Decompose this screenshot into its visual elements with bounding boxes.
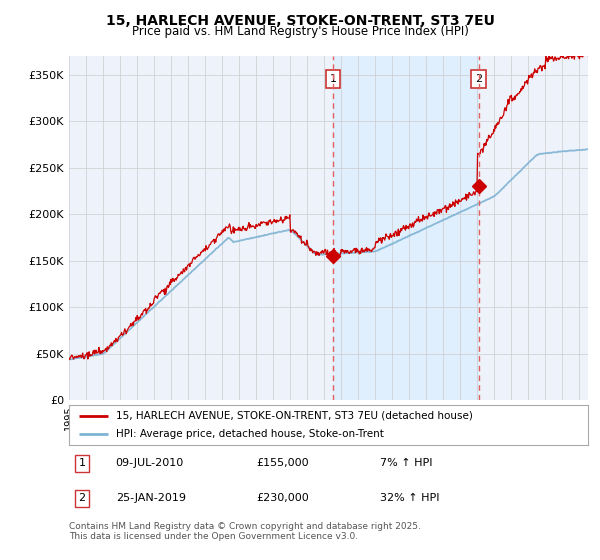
Text: 15, HARLECH AVENUE, STOKE-ON-TRENT, ST3 7EU: 15, HARLECH AVENUE, STOKE-ON-TRENT, ST3 …	[106, 14, 494, 28]
Text: 7% ↑ HPI: 7% ↑ HPI	[380, 459, 433, 468]
Text: 2: 2	[475, 74, 482, 84]
Text: 1: 1	[79, 459, 85, 468]
Text: Price paid vs. HM Land Registry's House Price Index (HPI): Price paid vs. HM Land Registry's House …	[131, 25, 469, 38]
Text: 1: 1	[329, 74, 337, 84]
Text: £230,000: £230,000	[256, 493, 308, 503]
Text: 15, HARLECH AVENUE, STOKE-ON-TRENT, ST3 7EU (detached house): 15, HARLECH AVENUE, STOKE-ON-TRENT, ST3 …	[116, 411, 473, 421]
Text: 2: 2	[79, 493, 86, 503]
Text: 09-JUL-2010: 09-JUL-2010	[116, 459, 184, 468]
Text: 32% ↑ HPI: 32% ↑ HPI	[380, 493, 440, 503]
Text: Contains HM Land Registry data © Crown copyright and database right 2025.
This d: Contains HM Land Registry data © Crown c…	[69, 522, 421, 542]
Text: HPI: Average price, detached house, Stoke-on-Trent: HPI: Average price, detached house, Stok…	[116, 430, 383, 439]
Text: 25-JAN-2019: 25-JAN-2019	[116, 493, 186, 503]
Bar	[333, 56, 479, 400]
Text: £155,000: £155,000	[256, 459, 308, 468]
